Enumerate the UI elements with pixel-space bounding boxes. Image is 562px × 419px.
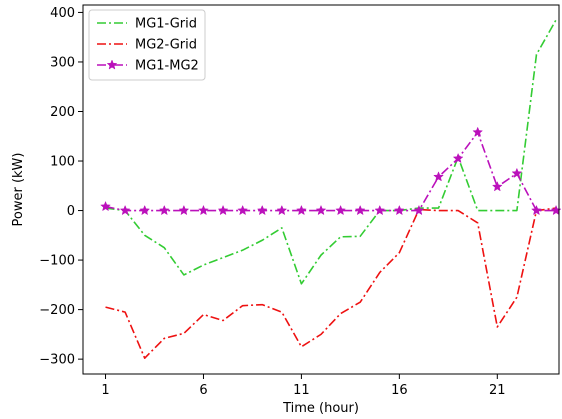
data-point-mg1-mg2 <box>472 126 484 137</box>
data-point-mg1-mg2 <box>139 204 151 216</box>
legend-label: MG1-MG2 <box>135 59 199 74</box>
data-point-mg1-mg2 <box>393 204 405 216</box>
x-tick-label: 11 <box>293 383 310 398</box>
x-tick-label: 1 <box>101 383 109 398</box>
data-point-mg1-mg2 <box>354 204 366 216</box>
legend-box <box>88 9 206 81</box>
data-point-mg1-mg2 <box>452 152 464 164</box>
series-layer <box>100 19 562 359</box>
y-tick-label: 0 <box>67 204 75 219</box>
y-tick-label: −100 <box>39 254 75 269</box>
y-axis-label: Power (kW) <box>11 153 26 227</box>
y-tick-label: 200 <box>50 105 75 120</box>
y-tick-label: 300 <box>50 55 75 70</box>
data-point-mg1-mg2 <box>550 204 562 216</box>
data-point-mg1-mg2 <box>511 167 523 178</box>
legend-marker <box>106 59 118 70</box>
x-axis-label: Time (hour) <box>282 401 359 416</box>
axes-frame <box>82 4 560 375</box>
data-point-mg1-mg2 <box>198 204 209 216</box>
legend: MG1-Grid MG2-Grid MG1-MG2 <box>88 9 206 81</box>
data-point-mg1-mg2 <box>374 204 386 216</box>
data-point-mg1-mg2 <box>256 204 268 216</box>
data-point-mg1-mg2 <box>158 204 170 216</box>
data-point-mg1-mg2 <box>531 204 542 216</box>
legend-label: MG1-Grid <box>135 17 197 32</box>
x-tick-label: 21 <box>489 383 506 398</box>
series-line-mg1-grid <box>105 19 557 285</box>
y-tick-label: −200 <box>39 303 75 318</box>
y-tick-label: 400 <box>50 6 75 21</box>
x-tick-label: 6 <box>199 383 207 398</box>
data-point-mg1-mg2 <box>491 181 503 192</box>
data-point-mg1-mg2 <box>433 171 444 182</box>
data-point-mg1-mg2 <box>276 204 288 216</box>
legend-label: MG2-Grid <box>135 38 197 53</box>
y-tick-label: −300 <box>39 353 75 368</box>
data-point-mg1-mg2 <box>335 204 346 216</box>
x-ticks: 1 6 11 16 21 <box>101 374 506 398</box>
series-line-mg2-grid <box>105 207 557 359</box>
data-point-mg1-mg2 <box>237 204 249 216</box>
data-point-mg1-mg2 <box>413 204 425 216</box>
x-tick-label: 16 <box>391 383 408 398</box>
data-point-mg1-mg2 <box>178 204 190 216</box>
data-point-mg1-mg2 <box>100 200 111 212</box>
y-ticks: −300 −200 −100 0 100 200 300 400 <box>39 6 83 368</box>
data-point-mg1-mg2 <box>315 204 327 216</box>
data-point-mg1-mg2 <box>119 204 131 216</box>
data-point-mg1-mg2 <box>296 204 307 216</box>
data-point-mg1-mg2 <box>217 204 229 216</box>
y-tick-label: 100 <box>50 155 75 170</box>
